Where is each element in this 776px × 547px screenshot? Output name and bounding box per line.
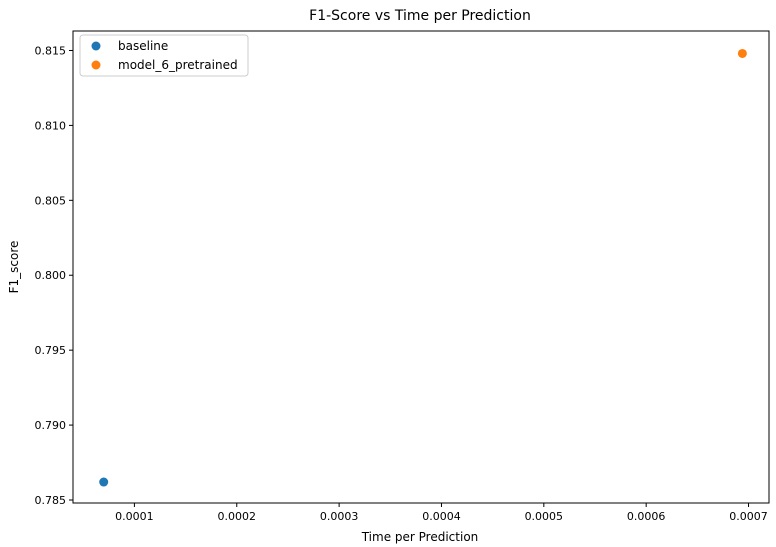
y-tick-label: 0.790 <box>35 419 67 432</box>
x-tick-label: 0.0007 <box>729 510 768 523</box>
x-axis-ticks: 0.0001 0.0002 0.0003 0.0004 0.0005 0.0006 0.00… <box>115 503 768 523</box>
legend-label-baseline: baseline <box>118 39 168 53</box>
x-axis-label: Time per Prediction <box>361 530 479 544</box>
x-tick-label: 0.0002 <box>218 510 257 523</box>
x-tick-label: 0.0005 <box>525 510 564 523</box>
y-tick-label: 0.785 <box>35 494 67 507</box>
y-tick-label: 0.815 <box>35 44 67 57</box>
y-tick-label: 0.805 <box>35 194 67 207</box>
plot-area <box>72 30 770 504</box>
x-tick-label: 0.0004 <box>422 510 461 523</box>
data-points <box>99 48 747 487</box>
legend: baseline model_6_pretrained <box>79 34 249 77</box>
x-tick-label: 0.0001 <box>115 510 154 523</box>
x-tick-label: 0.0003 <box>320 510 359 523</box>
y-axis-ticks: 0.785 0.790 0.795 0.800 0.805 0.810 0.815 <box>35 44 73 507</box>
chart-title: F1-Score vs Time per Prediction <box>309 8 531 24</box>
legend-marker-model-6-pretrained <box>91 60 101 70</box>
y-tick-label: 0.800 <box>35 269 67 282</box>
legend-marker-baseline <box>91 41 101 51</box>
y-tick-label: 0.810 <box>35 119 67 132</box>
y-axis-label: F1_score <box>7 241 21 294</box>
x-tick-label: 0.0006 <box>627 510 666 523</box>
legend-box <box>79 34 249 77</box>
y-tick-label: 0.795 <box>35 344 67 357</box>
legend-label-model-6-pretrained: model_6_pretrained <box>118 58 238 72</box>
data-point-baseline <box>99 477 109 487</box>
data-point-model-6-pretrained <box>737 48 747 58</box>
